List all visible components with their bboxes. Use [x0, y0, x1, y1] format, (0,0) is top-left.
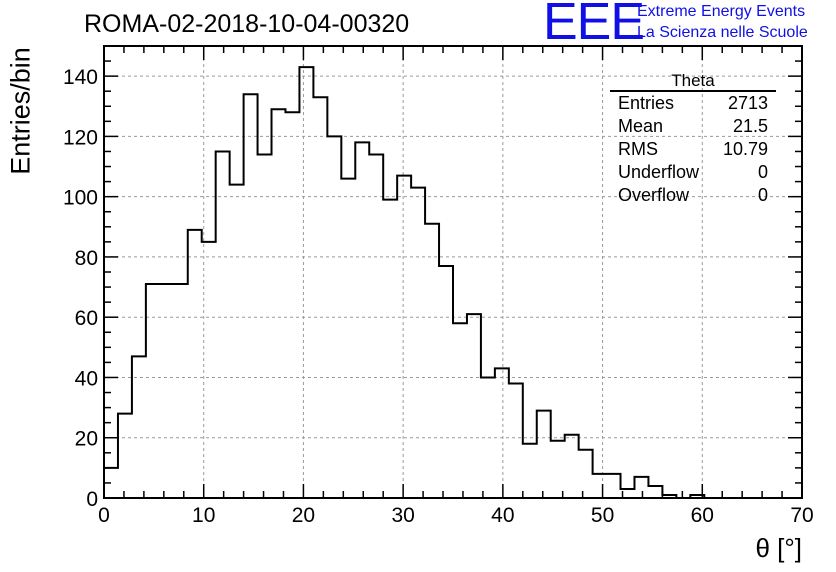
- stats-label: RMS: [618, 139, 658, 159]
- histogram-outline: [103, 66, 802, 499]
- x-tick-label: 0: [98, 504, 110, 527]
- stats-value: 0: [757, 185, 768, 205]
- grid-lines: [104, 46, 802, 498]
- stats-label: Underflow: [618, 162, 700, 182]
- stats-value: 21.5: [732, 116, 768, 136]
- stats-label: Entries: [618, 93, 675, 113]
- stats-row-overflow: Overflow 0: [610, 184, 776, 207]
- y-tick-label: 40: [75, 367, 98, 390]
- x-tick-label: 60: [691, 504, 714, 527]
- x-tick-label: 40: [491, 504, 514, 527]
- chart-title: ROMA-02-2018-10-04-00320: [84, 10, 410, 38]
- stats-box: Theta Entries 2713 Mean 21.5 RMS 10.79 U…: [610, 72, 776, 207]
- stats-value: 2713: [727, 93, 768, 113]
- stats-value: 0: [757, 162, 768, 182]
- x-tick-label: 30: [391, 504, 414, 527]
- x-tick-label: 10: [192, 504, 215, 527]
- logo-text-line2: La Scienza nelle Scuole: [637, 24, 808, 41]
- tick-labels: 0 10 20 30 40 50 60 70 0 20 40 60 80 100 120 140: [63, 66, 814, 527]
- stats-row-mean: Mean 21.5: [610, 115, 776, 138]
- stats-value: 10.79: [722, 139, 768, 159]
- stats-row-rms: RMS 10.79: [610, 138, 776, 161]
- stats-row-entries: Entries 2713: [610, 92, 776, 115]
- y-tick-label: 80: [75, 247, 98, 270]
- axis-ticks: [103, 45, 803, 499]
- y-tick-label: 20: [75, 428, 98, 451]
- y-tick-label: 140: [63, 66, 98, 89]
- x-tick-label: 20: [292, 504, 315, 527]
- logo-text-line1: Extreme Energy Events: [637, 3, 806, 20]
- stats-row-underflow: Underflow 0: [610, 161, 776, 184]
- eee-logo-mark: EEE: [543, 0, 645, 51]
- x-tick-label: 70: [790, 504, 813, 527]
- x-axis-label: θ [°]: [755, 533, 802, 563]
- stats-label: Overflow: [618, 185, 690, 205]
- y-tick-label: 100: [63, 187, 98, 210]
- x-tick-label: 50: [591, 504, 614, 527]
- y-tick-label: 120: [63, 126, 98, 149]
- stats-label: Mean: [618, 116, 664, 136]
- y-tick-label: 0: [86, 488, 98, 511]
- stats-title: Theta: [610, 72, 776, 92]
- y-tick-label: 60: [75, 307, 98, 330]
